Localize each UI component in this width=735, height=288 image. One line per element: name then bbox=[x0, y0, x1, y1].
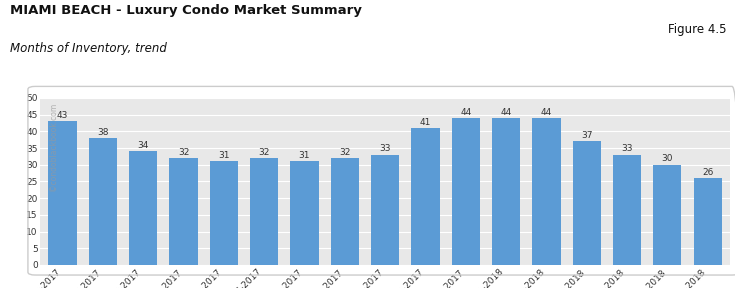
Text: 37: 37 bbox=[581, 131, 592, 140]
Text: 43: 43 bbox=[57, 111, 68, 120]
Text: 26: 26 bbox=[702, 168, 714, 177]
Bar bbox=[129, 151, 157, 265]
Bar bbox=[331, 158, 359, 265]
Bar bbox=[613, 155, 641, 265]
Text: 41: 41 bbox=[420, 118, 431, 127]
Text: 32: 32 bbox=[259, 148, 270, 157]
Bar bbox=[209, 161, 238, 265]
Text: 32: 32 bbox=[178, 148, 189, 157]
Text: Figure 4.5: Figure 4.5 bbox=[667, 23, 726, 36]
Bar bbox=[653, 165, 681, 265]
Bar bbox=[250, 158, 279, 265]
Text: 30: 30 bbox=[662, 154, 673, 163]
Bar bbox=[170, 158, 198, 265]
Text: 31: 31 bbox=[298, 151, 310, 160]
Bar bbox=[89, 138, 117, 265]
Text: 44: 44 bbox=[541, 108, 552, 117]
Text: 31: 31 bbox=[218, 151, 229, 160]
Text: ©condoblackbook.com: ©condoblackbook.com bbox=[49, 103, 58, 191]
Bar bbox=[492, 118, 520, 265]
Bar bbox=[371, 155, 399, 265]
Bar bbox=[532, 118, 561, 265]
Bar bbox=[412, 128, 440, 265]
Text: 34: 34 bbox=[137, 141, 149, 150]
Text: 33: 33 bbox=[621, 144, 633, 154]
Text: 33: 33 bbox=[379, 144, 391, 154]
Bar bbox=[49, 121, 76, 265]
Bar bbox=[452, 118, 480, 265]
Bar bbox=[694, 178, 722, 265]
Text: 38: 38 bbox=[97, 128, 109, 137]
Text: 44: 44 bbox=[460, 108, 471, 117]
Bar bbox=[290, 161, 318, 265]
Text: Months of Inventory, trend: Months of Inventory, trend bbox=[10, 42, 166, 55]
Text: 44: 44 bbox=[501, 108, 512, 117]
Bar bbox=[573, 141, 600, 265]
Text: MIAMI BEACH - Luxury Condo Market Summary: MIAMI BEACH - Luxury Condo Market Summar… bbox=[10, 4, 362, 17]
Text: 32: 32 bbox=[339, 148, 351, 157]
